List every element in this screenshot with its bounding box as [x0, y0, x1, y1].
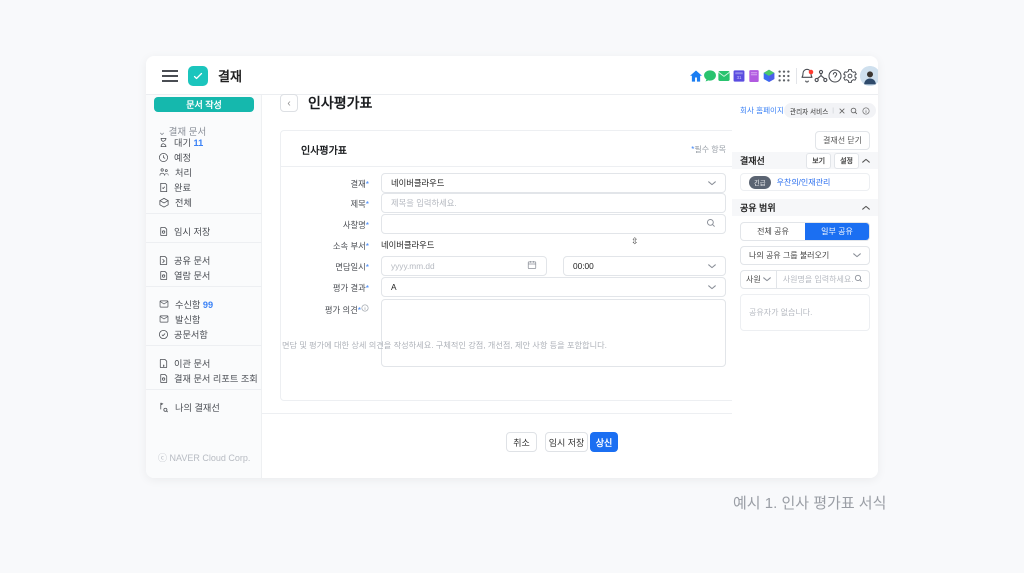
svg-text:31: 31	[737, 74, 742, 79]
